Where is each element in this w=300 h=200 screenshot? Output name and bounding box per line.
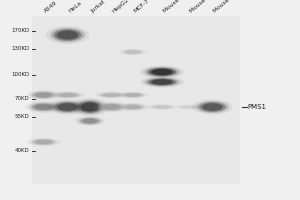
Ellipse shape [149,104,175,110]
Ellipse shape [50,28,85,42]
Text: HepG2: HepG2 [112,0,130,14]
Ellipse shape [181,106,196,108]
Ellipse shape [74,116,106,126]
Text: 100KD: 100KD [11,72,29,77]
Text: Mouse liver: Mouse liver [212,0,242,14]
Ellipse shape [120,92,146,98]
Text: Mouse eye: Mouse eye [188,0,216,14]
Ellipse shape [26,90,61,100]
Ellipse shape [52,92,83,98]
Ellipse shape [28,102,58,112]
Ellipse shape [125,50,140,54]
Ellipse shape [30,138,57,146]
Ellipse shape [71,98,109,116]
Ellipse shape [100,93,123,97]
Ellipse shape [151,105,173,109]
Text: 130KD: 130KD [11,46,29,51]
Ellipse shape [32,139,55,145]
Ellipse shape [148,68,176,76]
Ellipse shape [94,91,130,99]
Ellipse shape [116,103,149,111]
Ellipse shape [151,79,173,85]
Ellipse shape [53,29,82,41]
Ellipse shape [176,105,200,109]
Ellipse shape [47,99,88,115]
Ellipse shape [30,91,57,99]
Text: PMS1: PMS1 [248,104,266,110]
Ellipse shape [56,92,80,98]
Ellipse shape [118,48,148,56]
Ellipse shape [173,104,203,110]
Ellipse shape [145,67,179,77]
Text: 70KD: 70KD [14,97,29,102]
Ellipse shape [154,105,170,109]
Ellipse shape [178,105,198,109]
Text: 40KD: 40KD [14,148,29,154]
Ellipse shape [140,66,184,78]
Ellipse shape [199,102,226,112]
Ellipse shape [97,103,126,111]
Ellipse shape [202,103,223,111]
Text: 55KD: 55KD [14,114,29,119]
Ellipse shape [97,92,126,98]
Ellipse shape [81,102,99,112]
Ellipse shape [80,118,100,124]
Ellipse shape [35,140,52,144]
Ellipse shape [121,49,145,55]
Ellipse shape [57,30,78,40]
Ellipse shape [146,104,178,110]
Ellipse shape [75,100,105,114]
Ellipse shape [57,103,78,111]
Ellipse shape [145,78,179,86]
Ellipse shape [140,76,184,88]
Bar [32,16,240,184]
Ellipse shape [58,93,77,97]
Ellipse shape [46,26,89,44]
Ellipse shape [51,101,84,113]
Ellipse shape [123,50,143,54]
Ellipse shape [100,103,123,111]
Text: Mouse craniofacial: Mouse craniofacial [162,0,208,14]
Ellipse shape [151,69,173,75]
Ellipse shape [26,138,61,146]
Ellipse shape [196,101,229,113]
Ellipse shape [34,104,53,110]
Ellipse shape [49,91,86,99]
Ellipse shape [82,118,98,123]
Ellipse shape [120,103,146,111]
Ellipse shape [94,101,130,113]
Ellipse shape [35,92,52,98]
Ellipse shape [103,93,121,97]
Ellipse shape [103,104,121,110]
Ellipse shape [77,117,103,125]
Text: 170KD: 170KD [11,28,29,33]
Ellipse shape [122,104,144,110]
Ellipse shape [125,105,141,109]
Ellipse shape [32,103,56,111]
Ellipse shape [32,92,55,98]
Ellipse shape [117,91,148,99]
Ellipse shape [125,93,141,97]
Ellipse shape [192,99,233,115]
Text: MCF-7: MCF-7 [133,0,150,14]
Text: A549: A549 [44,0,59,14]
Ellipse shape [123,93,143,97]
Ellipse shape [148,78,176,86]
Ellipse shape [54,102,81,112]
Ellipse shape [78,101,102,113]
Text: HeLa: HeLa [68,0,82,14]
Text: Jurkat: Jurkat [90,0,106,14]
Ellipse shape [25,101,62,113]
